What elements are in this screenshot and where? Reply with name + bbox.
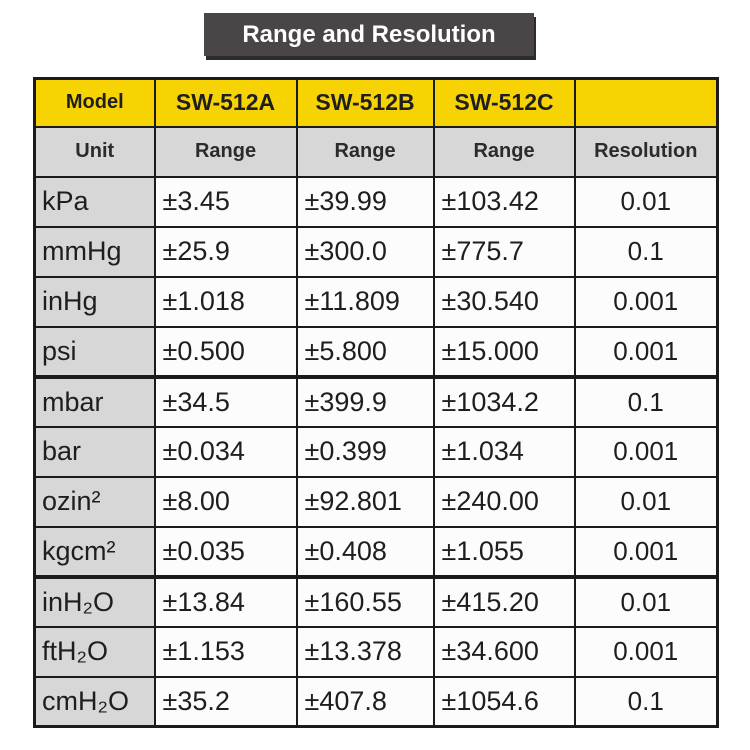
- resolution-header-label: Resolution: [573, 125, 719, 178]
- model-header-sw512b: SW-512B: [295, 77, 435, 128]
- range-resolution-table: Model SW-512A SW-512B SW-512C Unit Range…: [33, 77, 719, 728]
- resolution-cell: 0.01: [573, 475, 719, 528]
- table-row-kpa: kPa ±3.45 ±39.99 ±103.42 0.01: [33, 175, 719, 228]
- unit-header-row: Unit Range Range Range Resolution: [33, 125, 719, 178]
- model-header-row: Model SW-512A SW-512B SW-512C: [33, 77, 719, 128]
- range-cell-sw512a: ±0.500: [153, 325, 298, 378]
- range-cell-sw512c: ±1034.2: [432, 374, 576, 428]
- table-row-ozin2: ozin² ±8.00 ±92.801 ±240.00 0.01: [33, 475, 719, 528]
- range-cell-sw512a: ±13.84: [153, 574, 298, 628]
- range-cell-sw512c: ±1.034: [432, 425, 576, 478]
- range-cell-sw512c: ±34.600: [432, 625, 576, 678]
- resolution-cell: 0.01: [573, 574, 719, 628]
- title-banner-text: Range and Resolution: [242, 20, 496, 48]
- range-cell-sw512c: ±15.000: [432, 325, 576, 378]
- range-cell-sw512b: ±5.800: [295, 325, 435, 378]
- range-cell-sw512c: ±775.7: [432, 225, 576, 278]
- range-cell-sw512a: ±34.5: [153, 374, 298, 428]
- range-cell-sw512b: ±0.408: [295, 525, 435, 578]
- range-cell-sw512a: ±0.035: [153, 525, 298, 578]
- resolution-cell: 0.1: [573, 675, 719, 728]
- table-row-inhg: inHg ±1.018 ±11.809 ±30.540 0.001: [33, 275, 719, 328]
- range-cell-sw512b: ±300.0: [295, 225, 435, 278]
- table-row-kgcm2: kgcm² ±0.035 ±0.408 ±1.055 0.001: [33, 525, 719, 578]
- range-cell-sw512c: ±1054.6: [432, 675, 576, 728]
- unit-cell: psi: [33, 325, 156, 378]
- range-cell-sw512a: ±0.034: [153, 425, 298, 478]
- range-header-sw512b: Range: [295, 125, 435, 178]
- resolution-cell: 0.01: [573, 175, 719, 228]
- resolution-cell: 0.001: [573, 625, 719, 678]
- range-cell-sw512b: ±399.9: [295, 374, 435, 428]
- unit-cell: kgcm²: [33, 525, 156, 578]
- resolution-cell: 0.001: [573, 525, 719, 578]
- range-cell-sw512a: ±1.018: [153, 275, 298, 328]
- unit-cell: ftH₂O: [33, 625, 156, 678]
- range-cell-sw512a: ±35.2: [153, 675, 298, 728]
- range-cell-sw512b: ±92.801: [295, 475, 435, 528]
- unit-cell: mbar: [33, 374, 156, 428]
- range-cell-sw512c: ±415.20: [432, 574, 576, 628]
- unit-header-label: Unit: [33, 125, 156, 178]
- title-banner: Range and Resolution: [204, 13, 534, 56]
- resolution-cell: 0.1: [573, 374, 719, 428]
- range-cell-sw512b: ±39.99: [295, 175, 435, 228]
- range-cell-sw512b: ±0.399: [295, 425, 435, 478]
- unit-cell: inH₂O: [33, 574, 156, 628]
- table-row-fth2o: ftH₂O ±1.153 ±13.378 ±34.600 0.001: [33, 625, 719, 678]
- resolution-cell: 0.001: [573, 325, 719, 378]
- unit-cell: mmHg: [33, 225, 156, 278]
- table-row-psi: psi ±0.500 ±5.800 ±15.000 0.001: [33, 325, 719, 378]
- resolution-cell: 0.001: [573, 425, 719, 478]
- unit-cell: inHg: [33, 275, 156, 328]
- unit-cell: kPa: [33, 175, 156, 228]
- range-cell-sw512a: ±25.9: [153, 225, 298, 278]
- range-cell-sw512b: ±11.809: [295, 275, 435, 328]
- table-row-bar: bar ±0.034 ±0.399 ±1.034 0.001: [33, 425, 719, 478]
- model-header-sw512a: SW-512A: [153, 77, 298, 128]
- range-cell-sw512c: ±1.055: [432, 525, 576, 578]
- unit-cell: ozin²: [33, 475, 156, 528]
- table-row-mmhg: mmHg ±25.9 ±300.0 ±775.7 0.1: [33, 225, 719, 278]
- model-header-empty: [573, 77, 719, 128]
- model-header-sw512c: SW-512C: [432, 77, 576, 128]
- model-header-label: Model: [33, 77, 156, 128]
- table-row-cmh2o: cmH₂O ±35.2 ±407.8 ±1054.6 0.1: [33, 675, 719, 728]
- unit-cell: bar: [33, 425, 156, 478]
- range-header-sw512a: Range: [153, 125, 298, 178]
- range-cell-sw512b: ±13.378: [295, 625, 435, 678]
- range-cell-sw512a: ±1.153: [153, 625, 298, 678]
- resolution-cell: 0.1: [573, 225, 719, 278]
- range-cell-sw512b: ±407.8: [295, 675, 435, 728]
- range-cell-sw512c: ±240.00: [432, 475, 576, 528]
- range-cell-sw512a: ±3.45: [153, 175, 298, 228]
- table-row-mbar: mbar ±34.5 ±399.9 ±1034.2 0.1: [33, 374, 719, 428]
- range-cell-sw512a: ±8.00: [153, 475, 298, 528]
- resolution-cell: 0.001: [573, 275, 719, 328]
- table-row-inh2o: inH₂O ±13.84 ±160.55 ±415.20 0.01: [33, 574, 719, 628]
- unit-cell: cmH₂O: [33, 675, 156, 728]
- range-cell-sw512b: ±160.55: [295, 574, 435, 628]
- range-header-sw512c: Range: [432, 125, 576, 178]
- range-cell-sw512c: ±30.540: [432, 275, 576, 328]
- range-cell-sw512c: ±103.42: [432, 175, 576, 228]
